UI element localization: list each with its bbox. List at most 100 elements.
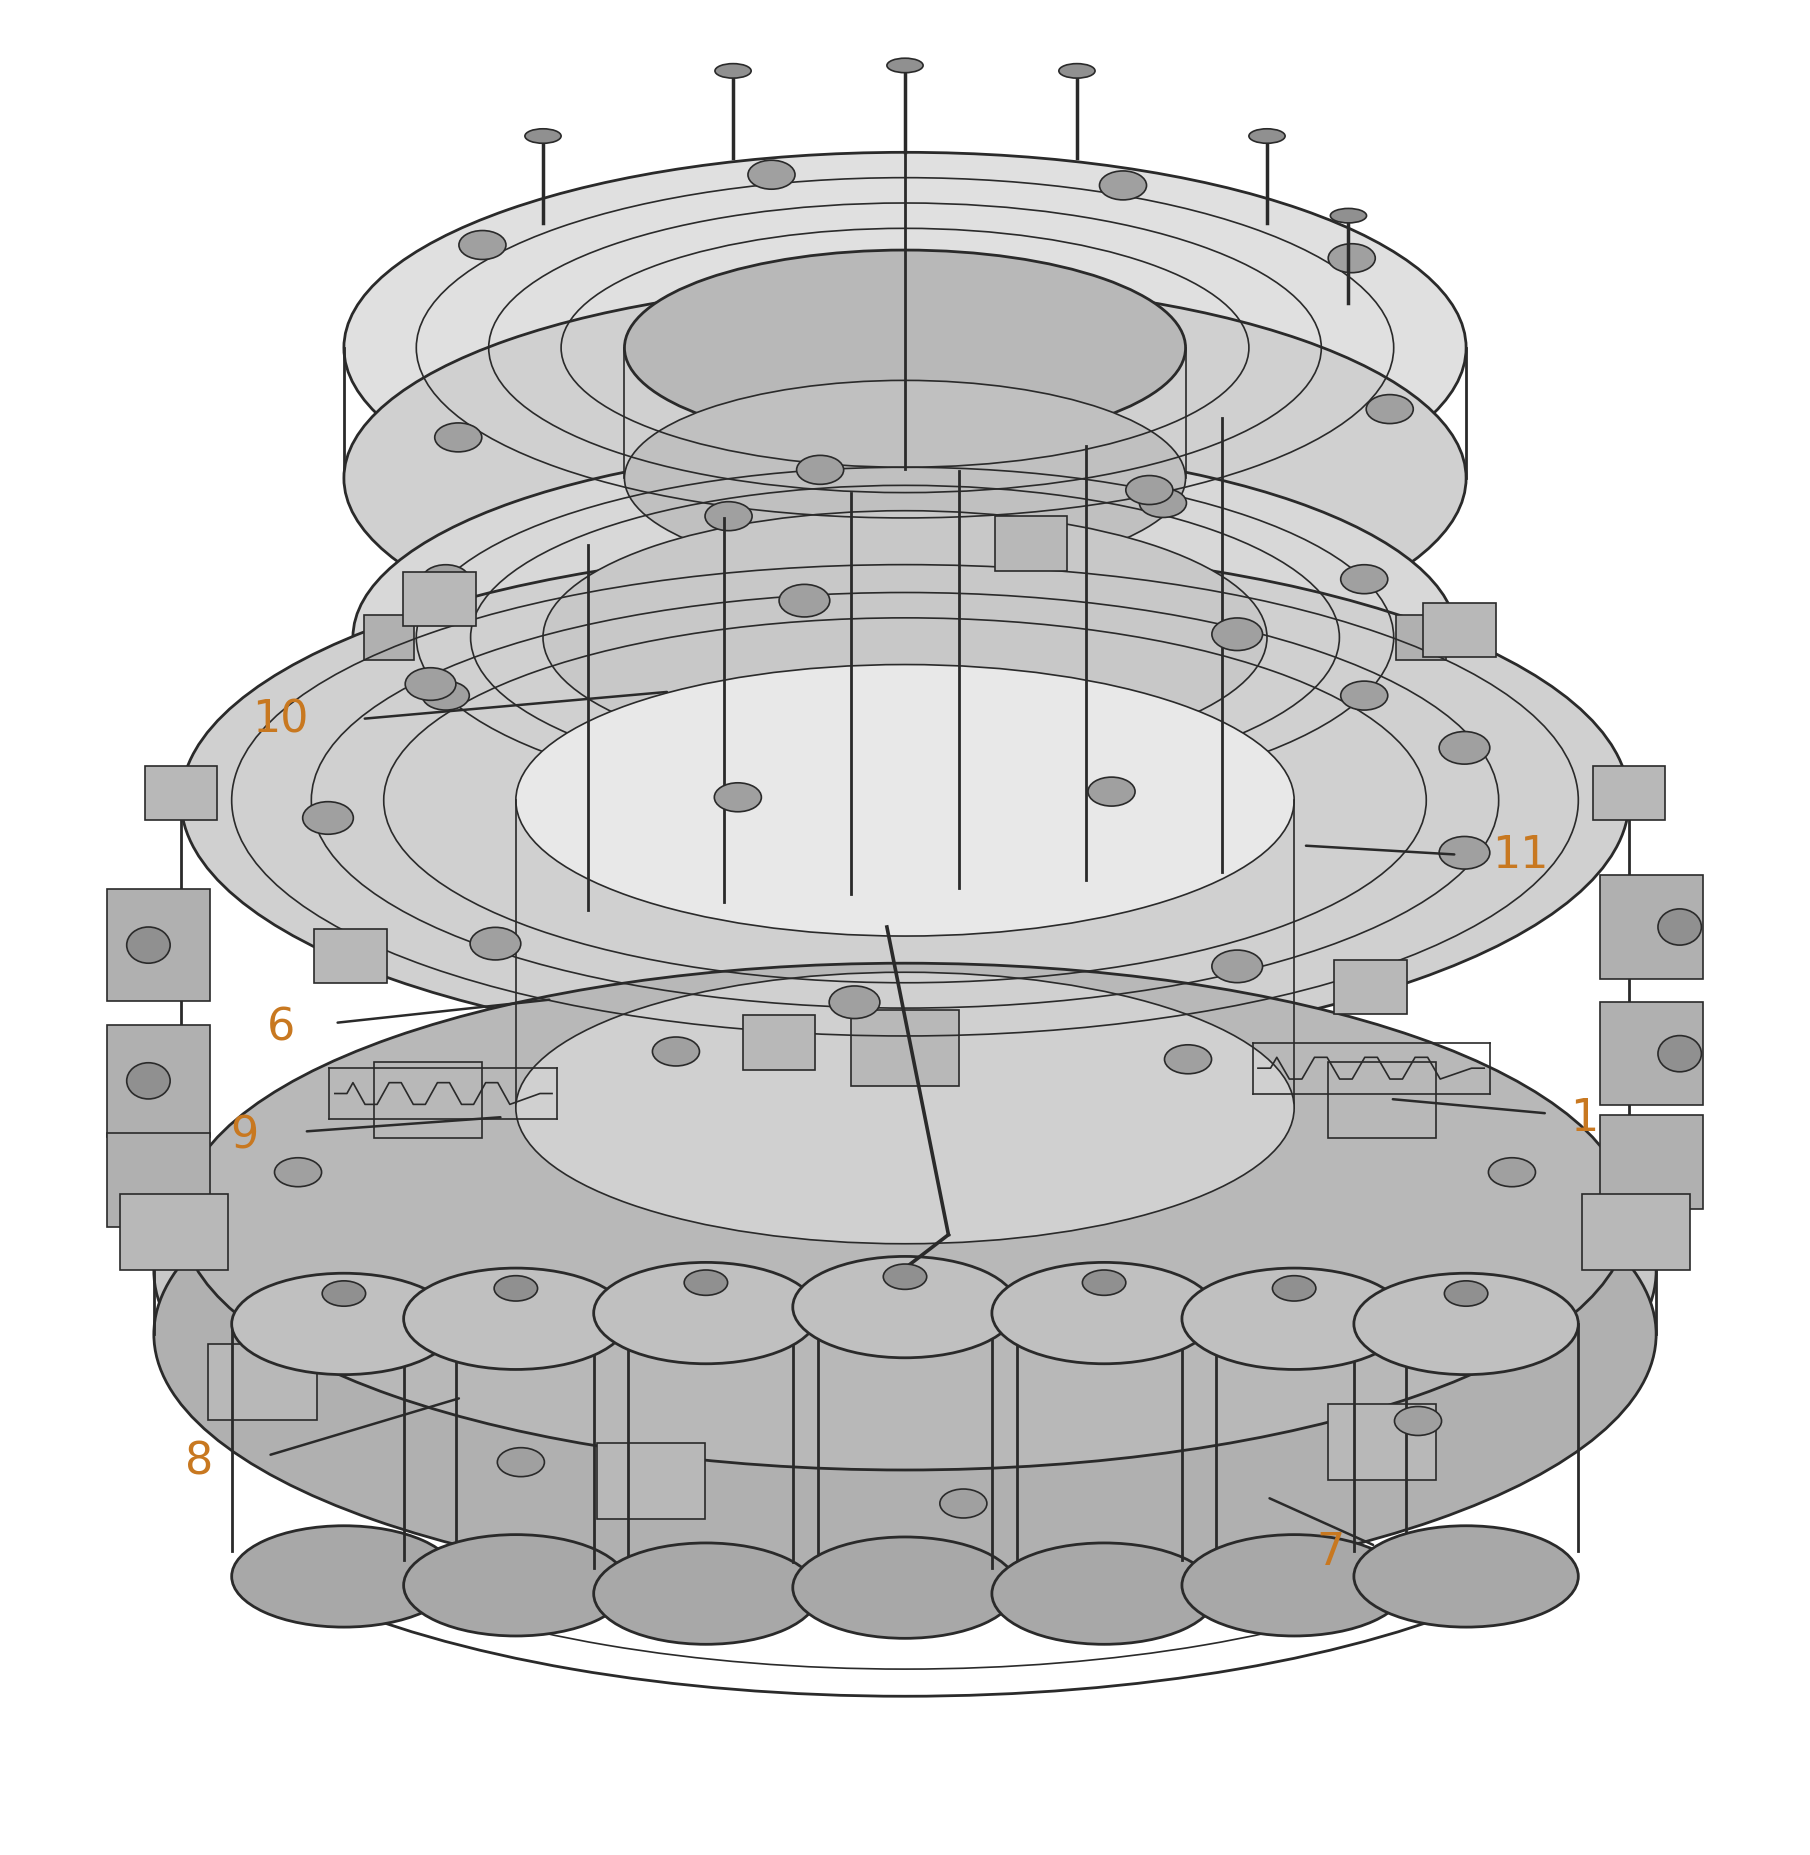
Ellipse shape [1140, 490, 1187, 518]
Ellipse shape [460, 232, 507, 260]
Ellipse shape [302, 801, 353, 835]
Ellipse shape [434, 423, 481, 453]
FancyBboxPatch shape [1329, 1063, 1437, 1139]
Ellipse shape [1341, 683, 1388, 710]
Ellipse shape [624, 380, 1186, 577]
FancyBboxPatch shape [1593, 766, 1665, 820]
Ellipse shape [127, 1063, 170, 1100]
Ellipse shape [471, 928, 521, 961]
Ellipse shape [1126, 477, 1173, 505]
FancyBboxPatch shape [994, 518, 1066, 571]
FancyBboxPatch shape [1329, 1404, 1437, 1480]
Ellipse shape [1394, 1406, 1441, 1436]
Ellipse shape [322, 1282, 366, 1306]
Ellipse shape [181, 547, 1629, 1054]
Ellipse shape [1658, 1037, 1701, 1072]
Ellipse shape [796, 456, 843, 484]
FancyBboxPatch shape [851, 1011, 959, 1087]
Ellipse shape [404, 1269, 628, 1369]
Ellipse shape [1354, 1274, 1578, 1375]
Ellipse shape [127, 928, 170, 965]
Ellipse shape [543, 512, 1267, 764]
Ellipse shape [353, 447, 1457, 829]
Text: 7: 7 [1316, 1530, 1345, 1573]
Ellipse shape [992, 1263, 1216, 1363]
FancyBboxPatch shape [145, 766, 217, 820]
FancyBboxPatch shape [373, 1063, 481, 1139]
Ellipse shape [652, 1037, 699, 1067]
Ellipse shape [1213, 950, 1263, 983]
Ellipse shape [516, 972, 1294, 1245]
Ellipse shape [748, 161, 795, 189]
Text: 9: 9 [230, 1115, 259, 1158]
Ellipse shape [422, 566, 469, 594]
FancyBboxPatch shape [597, 1443, 706, 1519]
Ellipse shape [1059, 65, 1095, 80]
FancyBboxPatch shape [107, 890, 210, 1002]
Ellipse shape [235, 1317, 282, 1347]
Ellipse shape [594, 1263, 818, 1363]
Ellipse shape [1330, 210, 1367, 224]
FancyBboxPatch shape [1600, 876, 1703, 979]
Ellipse shape [715, 783, 762, 812]
Ellipse shape [404, 1534, 628, 1636]
Ellipse shape [232, 1274, 456, 1375]
Ellipse shape [1182, 1269, 1406, 1369]
Ellipse shape [624, 250, 1186, 447]
Ellipse shape [1439, 733, 1490, 764]
FancyBboxPatch shape [364, 616, 414, 660]
Ellipse shape [1439, 837, 1490, 870]
Ellipse shape [706, 503, 753, 531]
FancyBboxPatch shape [107, 1133, 210, 1228]
Ellipse shape [498, 1449, 545, 1477]
Ellipse shape [778, 584, 829, 618]
FancyBboxPatch shape [404, 573, 476, 627]
Ellipse shape [883, 1265, 927, 1289]
FancyBboxPatch shape [208, 1345, 317, 1421]
Ellipse shape [232, 1527, 456, 1627]
FancyBboxPatch shape [315, 929, 387, 983]
FancyBboxPatch shape [107, 1026, 210, 1137]
FancyBboxPatch shape [1396, 616, 1446, 660]
Ellipse shape [154, 1072, 1656, 1597]
FancyBboxPatch shape [1600, 1002, 1703, 1106]
Ellipse shape [1182, 1534, 1406, 1636]
Ellipse shape [1367, 395, 1414, 425]
Ellipse shape [1329, 245, 1376, 273]
Ellipse shape [715, 65, 751, 80]
Text: 8: 8 [185, 1439, 214, 1482]
Ellipse shape [1444, 1282, 1488, 1306]
FancyBboxPatch shape [1582, 1195, 1691, 1271]
Ellipse shape [405, 668, 456, 701]
Ellipse shape [344, 154, 1466, 544]
FancyBboxPatch shape [119, 1195, 228, 1271]
Ellipse shape [1488, 1158, 1535, 1187]
FancyBboxPatch shape [1334, 961, 1406, 1015]
Ellipse shape [1341, 566, 1388, 594]
Text: 11: 11 [1491, 833, 1549, 877]
Ellipse shape [344, 284, 1466, 673]
Ellipse shape [594, 1543, 818, 1644]
Text: 1: 1 [1569, 1096, 1598, 1139]
Ellipse shape [684, 1271, 728, 1295]
Ellipse shape [181, 965, 1629, 1471]
Ellipse shape [1088, 777, 1135, 807]
Ellipse shape [1164, 1044, 1211, 1074]
Ellipse shape [793, 1256, 1017, 1358]
Ellipse shape [992, 1543, 1216, 1644]
Ellipse shape [1082, 1271, 1126, 1295]
Ellipse shape [1099, 173, 1146, 200]
Ellipse shape [525, 130, 561, 145]
Ellipse shape [494, 1276, 538, 1302]
Ellipse shape [516, 666, 1294, 937]
Ellipse shape [1354, 1527, 1578, 1627]
Ellipse shape [939, 1490, 986, 1517]
Text: 6: 6 [266, 1005, 295, 1048]
Ellipse shape [887, 59, 923, 74]
FancyBboxPatch shape [1423, 603, 1495, 659]
Ellipse shape [1658, 909, 1701, 946]
Ellipse shape [1272, 1276, 1316, 1302]
FancyBboxPatch shape [1600, 1115, 1703, 1209]
Text: 10: 10 [252, 697, 310, 740]
Ellipse shape [422, 683, 469, 710]
